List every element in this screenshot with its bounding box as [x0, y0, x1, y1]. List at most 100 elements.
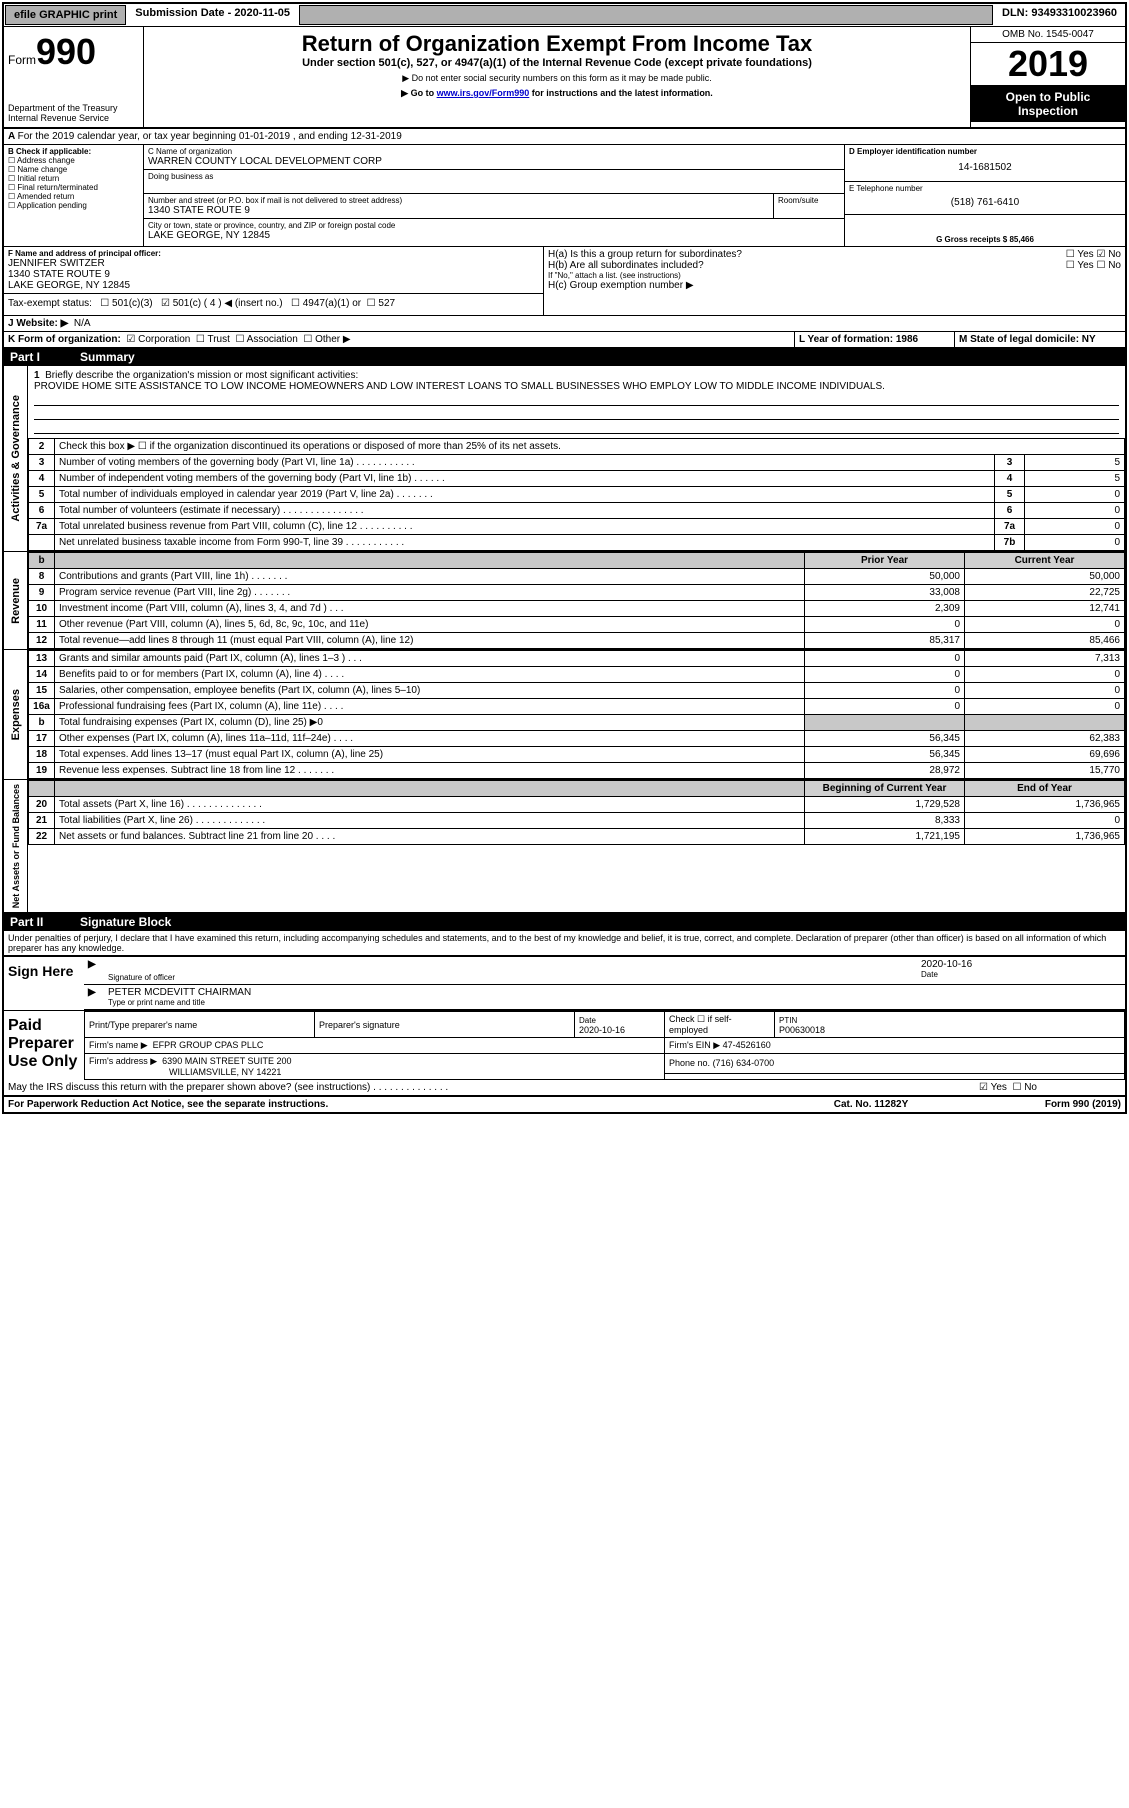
ag-table: 2Check this box ▶ ☐ if the organization … — [28, 438, 1125, 551]
discuss-no[interactable]: No — [1012, 1082, 1037, 1093]
dba-label: Doing business as — [148, 172, 840, 181]
header-center: Return of Organization Exempt From Incom… — [144, 27, 970, 127]
table-row: 11Other revenue (Part VIII, column (A), … — [29, 617, 1125, 633]
website: N/A — [74, 318, 91, 329]
chk-name-change[interactable]: Name change — [8, 165, 139, 174]
org-address: 1340 STATE ROUTE 9 — [148, 205, 769, 216]
section-h: H(a) Is this a group return for subordin… — [544, 247, 1125, 315]
part1-header: Part ISummary — [4, 348, 1125, 366]
chk-527[interactable]: 527 — [367, 298, 395, 309]
fhi-row: F Name and address of principal officer:… — [4, 247, 1125, 316]
line2: Check this box ▶ ☐ if the organization d… — [55, 439, 1125, 455]
side-ag: Activities & Governance — [4, 366, 28, 551]
org-city: LAKE GEORGE, NY 12845 — [148, 230, 840, 241]
chk-app-pending[interactable]: Application pending — [8, 201, 139, 210]
hb-label: H(b) Are all subordinates included? — [548, 260, 1066, 271]
b-label: B Check if applicable: — [8, 147, 139, 156]
mission-line — [34, 394, 1119, 406]
revenue-table: bPrior YearCurrent Year 8Contributions a… — [28, 552, 1125, 649]
side-exp: Expenses — [4, 650, 28, 779]
table-row: 4Number of independent voting members of… — [29, 471, 1125, 487]
irs-label: Internal Revenue Service — [8, 113, 139, 123]
table-row: 22Net assets or fund balances. Subtract … — [29, 829, 1125, 845]
prep-name-hdr: Print/Type preparer's name — [85, 1012, 315, 1038]
firm-name-label: Firm's name ▶ — [89, 1040, 148, 1050]
open-inspection: Open to Public Inspection — [971, 86, 1125, 122]
form-ref: Form 990 (2019) — [971, 1099, 1121, 1110]
j-label: J Website: ▶ — [8, 318, 68, 329]
section-c: C Name of organization WARREN COUNTY LOC… — [144, 145, 845, 246]
table-row: Net unrelated business taxable income fr… — [29, 535, 1125, 551]
table-row: 3Number of voting members of the governi… — [29, 455, 1125, 471]
netassets-table: Beginning of Current YearEnd of Year 20T… — [28, 780, 1125, 845]
org-name: WARREN COUNTY LOCAL DEVELOPMENT CORP — [148, 156, 840, 167]
discuss-q: May the IRS discuss this return with the… — [4, 1080, 975, 1095]
chk-501c3[interactable]: 501(c)(3) — [100, 298, 152, 309]
addr-label: Number and street (or P.O. box if mail i… — [148, 196, 769, 205]
ein: 14-1681502 — [849, 156, 1121, 179]
hb-no[interactable]: No — [1096, 260, 1121, 271]
firm-name: EFPR GROUP CPAS PLLC — [153, 1040, 264, 1050]
form-page: efile GRAPHIC print Submission Date - 20… — [2, 2, 1127, 1114]
tax-year-range: A For the 2019 calendar year, or tax yea… — [4, 129, 1125, 144]
form990-link[interactable]: www.irs.gov/Form990 — [437, 88, 530, 98]
activities-governance: Activities & Governance 1 1 Briefly desc… — [4, 366, 1125, 552]
arrow-icon: ▶ — [88, 987, 108, 1007]
netassets-section: Net Assets or Fund Balances Beginning of… — [4, 780, 1125, 913]
chk-4947[interactable]: 4947(a)(1) or — [291, 298, 361, 309]
form-number: 990 — [36, 31, 96, 72]
line-a: A For the 2019 calendar year, or tax yea… — [4, 129, 1125, 145]
chk-other[interactable]: Other ▶ — [303, 334, 350, 345]
date-label: Date — [921, 970, 1121, 979]
chk-trust[interactable]: Trust — [196, 334, 230, 345]
table-row: 8Contributions and grants (Part VIII, li… — [29, 569, 1125, 585]
chk-amended[interactable]: Amended return — [8, 192, 139, 201]
klm-row: K Form of organization: Corporation Trus… — [4, 332, 1125, 348]
city-label: City or town, state or province, country… — [148, 221, 840, 230]
chk-final-return[interactable]: Final return/terminated — [8, 183, 139, 192]
l-formation: L Year of formation: 1986 — [795, 332, 955, 347]
officer-addr2: LAKE GEORGE, NY 12845 — [8, 280, 539, 291]
form-header: Form990 Department of the Treasury Inter… — [4, 27, 1125, 129]
chk-initial-return[interactable]: Initial return — [8, 174, 139, 183]
pra-notice: For Paperwork Reduction Act Notice, see … — [8, 1099, 771, 1110]
paid-preparer-label: Paid Preparer Use Only — [4, 1011, 84, 1080]
revenue-section: Revenue bPrior YearCurrent Year 8Contrib… — [4, 552, 1125, 650]
header-left: Form990 Department of the Treasury Inter… — [4, 27, 144, 127]
tax-year: 2019 — [971, 43, 1125, 86]
f-label: F Name and address of principal officer: — [8, 249, 539, 258]
expenses-section: Expenses 13Grants and similar amounts pa… — [4, 650, 1125, 780]
table-row: 21Total liabilities (Part X, line 26) . … — [29, 813, 1125, 829]
top-toolbar: efile GRAPHIC print Submission Date - 20… — [4, 4, 1125, 27]
chk-assoc[interactable]: Association — [235, 334, 297, 345]
discuss-yes[interactable]: Yes — [979, 1082, 1007, 1093]
org-info-row: B Check if applicable: Address change Na… — [4, 145, 1125, 247]
form-subtitle: Under section 501(c), 527, or 4947(a)(1)… — [148, 57, 966, 69]
chk-address-change[interactable]: Address change — [8, 156, 139, 165]
expenses-table: 13Grants and similar amounts paid (Part … — [28, 650, 1125, 779]
table-row: 14Benefits paid to or for members (Part … — [29, 667, 1125, 683]
efile-button[interactable]: efile GRAPHIC print — [5, 5, 126, 25]
c-name-label: C Name of organization — [148, 147, 840, 156]
ha-label: H(a) Is this a group return for subordin… — [548, 249, 1066, 260]
header-right: OMB No. 1545-0047 2019 Open to Public In… — [970, 27, 1125, 127]
phone-label: Phone no. — [669, 1058, 710, 1068]
table-row: 10Investment income (Part VIII, column (… — [29, 601, 1125, 617]
preparer-table: Print/Type preparer's name Preparer's si… — [84, 1011, 1125, 1080]
submission-date: Submission Date - 2020-11-05 — [127, 4, 298, 26]
chk-501c[interactable]: 501(c) ( 4 ) ◀ (insert no.) — [161, 298, 283, 309]
hb-yes[interactable]: Yes — [1066, 260, 1094, 271]
side-rev: Revenue — [4, 552, 28, 649]
ha-yes[interactable]: Yes — [1066, 249, 1094, 260]
self-employed[interactable]: Check ☐ if self-employed — [665, 1012, 775, 1038]
dln: DLN: 93493310023960 — [994, 4, 1125, 26]
chk-corp[interactable]: Corporation — [126, 334, 190, 345]
ptin: P00630018 — [779, 1025, 825, 1035]
officer-name: JENNIFER SWITZER — [8, 258, 539, 269]
table-row: 17Other expenses (Part IX, column (A), l… — [29, 731, 1125, 747]
dept-treasury: Department of the Treasury — [8, 103, 139, 113]
ha-no[interactable]: No — [1096, 249, 1121, 260]
e-label: E Telephone number — [849, 184, 1121, 193]
room-label: Room/suite — [778, 196, 840, 205]
table-row: 12Total revenue—add lines 8 through 11 (… — [29, 633, 1125, 649]
